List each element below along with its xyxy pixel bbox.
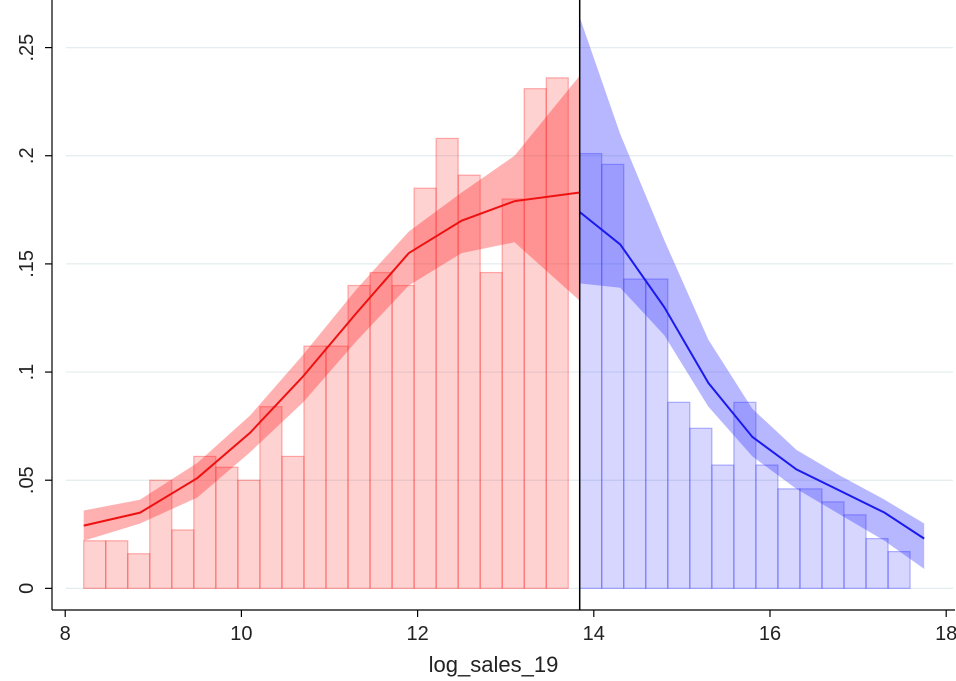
- bar-left: [149, 479, 173, 589]
- bar-left: [105, 540, 129, 589]
- y-tick-label: .2: [16, 147, 38, 164]
- bar-left: [391, 284, 415, 589]
- bar-right: [777, 488, 801, 589]
- x-axis-label: log_sales_19: [429, 652, 559, 677]
- bar-left: [171, 529, 195, 589]
- y-tick-label: .05: [16, 466, 38, 494]
- histogram-bars: [83, 77, 911, 589]
- fit-line-right: [579, 211, 925, 540]
- bar-left: [127, 553, 151, 589]
- y-tick-label: .1: [16, 364, 38, 381]
- bar-right: [623, 278, 647, 589]
- bar-right: [601, 163, 625, 589]
- x-tick-label: 12: [406, 623, 428, 645]
- y-tick-label: 0: [16, 583, 38, 594]
- x-tick-label: 8: [60, 623, 71, 645]
- bar-left: [369, 271, 393, 589]
- grid-lines: [66, 46, 953, 589]
- bar-left: [237, 479, 261, 589]
- bar-left: [259, 406, 283, 589]
- bar-left: [83, 540, 107, 589]
- bar-left: [501, 198, 525, 589]
- bar-right: [887, 550, 911, 589]
- bar-right: [645, 278, 669, 589]
- bar-left: [303, 345, 327, 589]
- bar-right: [689, 427, 713, 589]
- bar-left: [215, 466, 239, 589]
- bar-right: [733, 401, 757, 589]
- y-tick-label: .25: [16, 34, 38, 62]
- bar-right: [711, 464, 735, 589]
- fit-lines: [83, 191, 925, 540]
- x-tick-label: 14: [583, 623, 605, 645]
- ci-band-right: [579, 17, 925, 569]
- y-tick-label: .15: [16, 250, 38, 278]
- x-tick-label: 16: [759, 623, 781, 645]
- bar-right: [843, 514, 867, 589]
- bar-left: [281, 455, 305, 589]
- x-tick-label: 10: [230, 623, 252, 645]
- confidence-bands: [83, 17, 925, 569]
- bar-left: [347, 284, 371, 589]
- x-tick-label: 18: [935, 623, 956, 645]
- bar-left: [413, 187, 437, 589]
- bar-left: [435, 137, 459, 589]
- fit-line-left: [83, 191, 580, 527]
- bar-right: [667, 401, 691, 589]
- bar-right: [865, 538, 889, 589]
- axes: 0 .05 .1 .15 .2 .25 8 10 12 14 16 18: [16, 0, 956, 645]
- bar-right: [799, 488, 823, 589]
- bar-left: [193, 455, 217, 589]
- bar-left: [545, 77, 569, 589]
- bar-right: [821, 501, 845, 589]
- bar-left: [523, 88, 547, 589]
- bar-left: [457, 174, 481, 589]
- bar-right: [755, 464, 779, 589]
- bar-left: [479, 271, 503, 589]
- bar-left: [325, 345, 349, 589]
